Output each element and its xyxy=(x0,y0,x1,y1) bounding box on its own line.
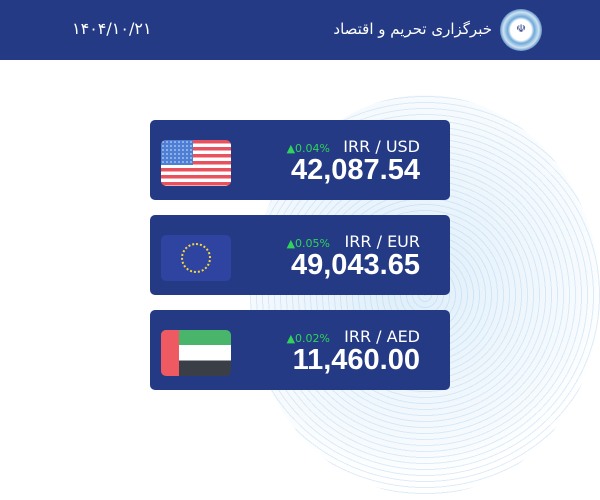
emblem-icon[interactable]: ☫ xyxy=(500,9,542,51)
date: ۱۴۰۴/۱۰/۲۱ xyxy=(72,19,152,38)
rate-value: 42,087.54 xyxy=(290,154,420,186)
eu-flag-icon xyxy=(161,235,231,281)
change-badge: ▲0.04% xyxy=(286,142,330,155)
change-badge: ▲0.02% xyxy=(286,332,330,345)
uae-flag-icon xyxy=(161,330,231,376)
rate-value: 11,460.00 xyxy=(292,344,420,376)
us-flag-icon xyxy=(161,140,231,186)
rate-card-eur: ▲0.05% IRR / EUR 49,043.65 xyxy=(150,215,450,295)
rate-card-aed: ▲0.02% IRR / AED 11,460.00 xyxy=(150,310,450,390)
currency-pair: IRR / AED xyxy=(344,327,420,346)
currency-pair: IRR / EUR xyxy=(344,232,420,251)
currency-pair: IRR / USD xyxy=(343,137,420,156)
rate-value: 49,043.65 xyxy=(290,249,420,281)
site-name[interactable]: خبرگزاری تحریم و اقتصاد xyxy=(333,20,492,38)
header: ☫ خبرگزاری تحریم و اقتصاد ۱۴۰۴/۱۰/۲۱ xyxy=(0,0,600,60)
change-badge: ▲0.05% xyxy=(286,237,330,250)
rate-card-usd: ▲0.04% IRR / USD 42,087.54 xyxy=(150,120,450,200)
